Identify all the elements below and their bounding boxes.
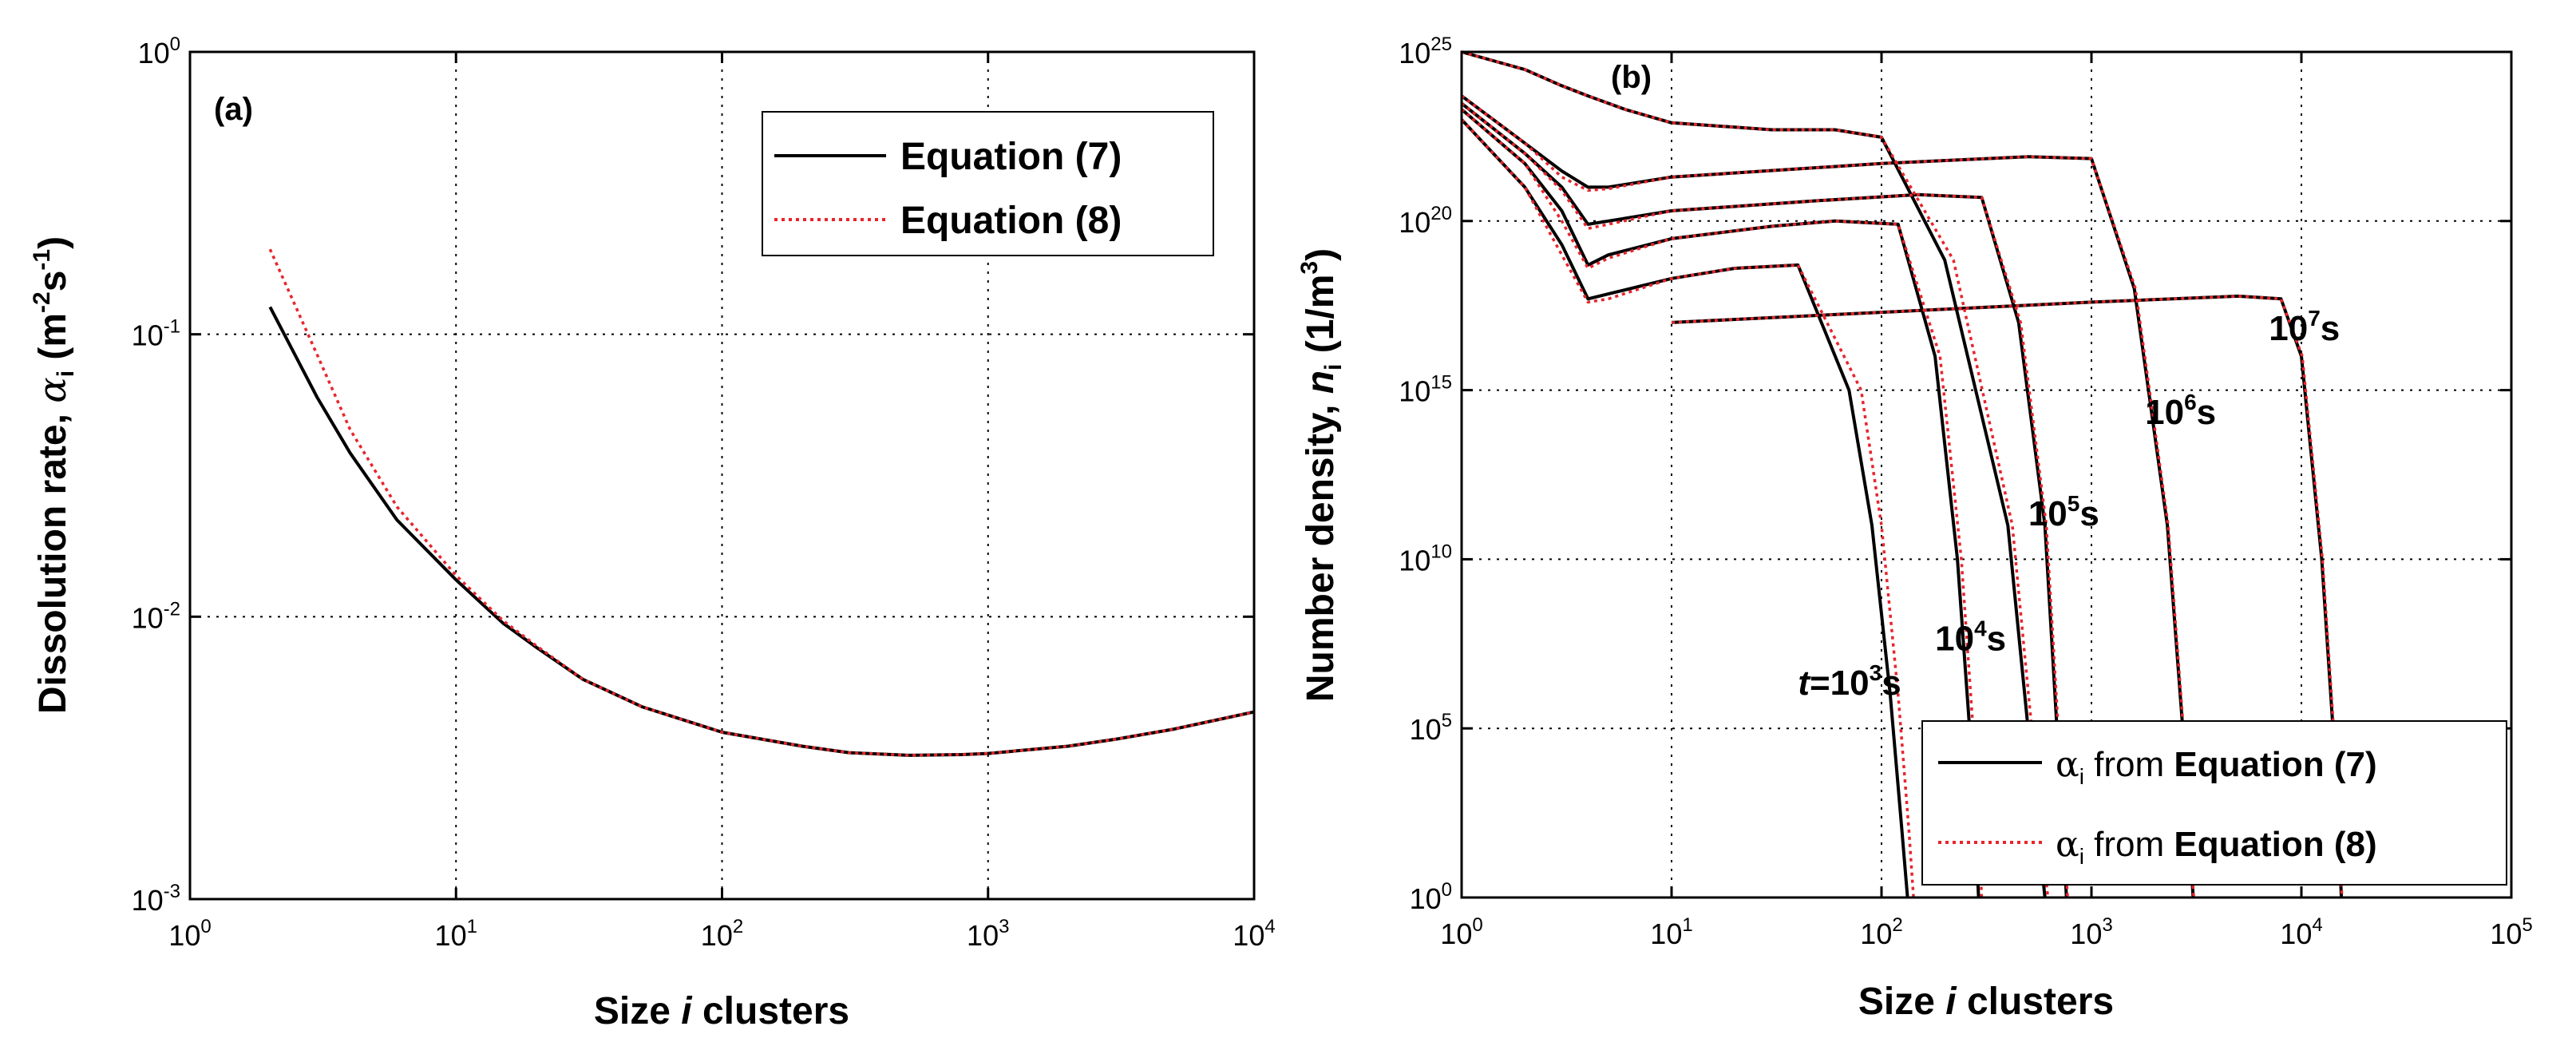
panel-a-series-line-1 xyxy=(268,248,1255,757)
panel-b-curve-label-1: 104s xyxy=(1935,616,2006,659)
panel-b-series-line-8 xyxy=(1460,102,2069,898)
panel-a-series-line-0 xyxy=(268,306,1255,757)
panel-b-curve-label-2: 105s xyxy=(2028,491,2099,533)
panel-b-y-tick-label-3: 1015 xyxy=(1399,372,1452,408)
panel-a-x-tick-label-3: 103 xyxy=(967,916,1009,952)
panel-a-series xyxy=(268,248,1255,757)
panel-a-y-tick-label-2: 10-1 xyxy=(132,316,180,352)
panel-b-curve-label-3: 106s xyxy=(2145,390,2216,432)
panel-b-series-line-9 xyxy=(1460,94,2195,898)
panel-b-x-tick-label-5: 105 xyxy=(2490,914,2532,950)
panel-a-x-tick-label-2: 102 xyxy=(701,916,743,952)
panel-b-x-tick-label-0: 100 xyxy=(1440,914,1482,950)
panel-b-series-line-4 xyxy=(1461,50,2047,898)
panel-b-legend-label-eq7: αi from Equation (7) xyxy=(2056,744,2377,789)
panel-b-series-line-10 xyxy=(1461,50,2050,898)
panel-b-curve-label-4: 107s xyxy=(2269,306,2340,348)
panel-b-label: (b) xyxy=(1611,60,1652,95)
panel-b-annotations: t=103s 104s 105s 106s 107s xyxy=(1798,306,2340,703)
panel-b-x-tick-label-4: 104 xyxy=(2280,914,2322,950)
panel-a-legend: Equation (7) Equation (8) xyxy=(762,111,1214,256)
panel-b-legend: αi from Equation (7) αi from Equation (8… xyxy=(1921,720,2507,886)
panel-a-y-axis-label: Dissolution rate, αi (m-2s-1) xyxy=(29,236,79,714)
panel-a-x-tick-label-1: 101 xyxy=(435,916,477,952)
panel-b-legend-box xyxy=(1921,720,2507,886)
panel-b: 100 101 102 103 104 105 100 105 1010 1015 1020 102… xyxy=(1296,34,2533,1023)
panel-b-series-line-7 xyxy=(1460,108,1984,898)
panel-a-x-ticks: 100 101 102 103 104 xyxy=(168,52,1276,952)
panel-b-x-tick-label-3: 103 xyxy=(2070,914,2112,950)
panel-a-y-tick-label-3: 100 xyxy=(138,34,180,69)
panel-a: 100 101 102 103 104 10-3 10-2 10-1 100 (a) Equa… xyxy=(29,34,1276,1032)
panel-b-y-tick-label-2: 1010 xyxy=(1399,541,1452,577)
panel-a-label: (a) xyxy=(214,92,253,127)
panel-b-y-tick-label-5: 1025 xyxy=(1399,34,1452,69)
panel-b-y-axis-label: Number density, ni (1/m3) xyxy=(1296,248,1347,702)
panel-b-y-tick-label-1: 105 xyxy=(1410,710,1452,746)
panel-b-plot-frame xyxy=(1460,50,2513,899)
panel-b-series-line-1 xyxy=(1460,108,1980,898)
panel-a-x-axis-label: Size i clusters xyxy=(594,990,849,1032)
panel-a-y-ticks: 10-3 10-2 10-1 100 xyxy=(132,34,1254,917)
panel-a-y-tick-label-0: 10-3 xyxy=(132,881,180,917)
panel-a-x-tick-label-0: 100 xyxy=(168,916,211,952)
panel-b-x-tick-label-2: 102 xyxy=(1860,914,1902,950)
panel-b-x-tick-label-1: 101 xyxy=(1650,914,1692,950)
panel-a-x-tick-label-4: 104 xyxy=(1233,916,1275,952)
panel-a-y-tick-label-1: 10-2 xyxy=(132,598,180,634)
panel-b-x-ticks: 100 101 102 103 104 105 xyxy=(1440,52,2533,950)
panel-b-series-line-6 xyxy=(1460,118,1915,898)
panel-a-legend-label-eq7: Equation (7) xyxy=(900,136,1122,178)
panel-a-legend-label-eq8: Equation (8) xyxy=(900,200,1122,242)
panel-b-series-line-11 xyxy=(1671,295,2344,898)
panel-b-x-axis-label: Size i clusters xyxy=(1858,981,2114,1023)
panel-a-legend-box xyxy=(762,111,1214,256)
panel-b-y-ticks: 100 105 1010 1015 1020 1025 xyxy=(1399,34,2511,915)
panel-b-y-tick-label-0: 100 xyxy=(1410,879,1452,915)
panel-b-series xyxy=(1460,50,2344,898)
panel-b-curve-label-0: t=103s xyxy=(1798,660,1901,703)
panel-b-y-tick-label-4: 1020 xyxy=(1399,203,1452,239)
panel-b-legend-label-eq8: αi from Equation (8) xyxy=(2056,824,2377,869)
